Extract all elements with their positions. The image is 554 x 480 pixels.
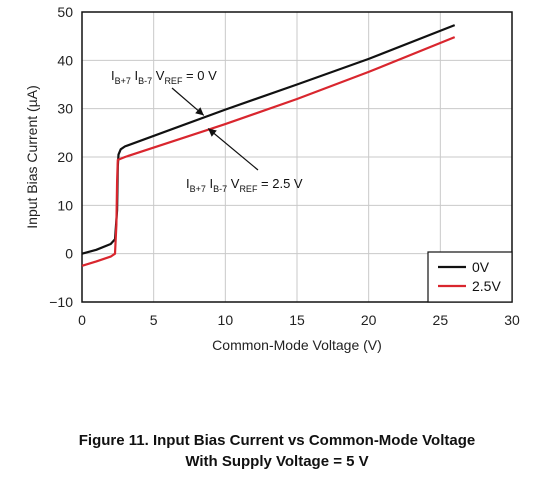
legend-box [427, 251, 513, 303]
figure-caption-line2: With Supply Voltage = 5 V [185, 453, 369, 470]
series-line-2-5v [81, 36, 456, 267]
y-tick-label: 40 [57, 52, 73, 68]
annotation-arrowhead-1 [195, 107, 204, 116]
x-tick-label: 20 [361, 312, 377, 328]
x-tick-label: 5 [150, 312, 158, 328]
figure-caption-line1: Figure 11. Input Bias Current vs Common-… [78, 432, 476, 449]
axis-ticks: 0 5 10 15 20 25 30 −10 0 10 20 30 40 50 [49, 4, 520, 328]
series-line-0v [81, 24, 456, 255]
y-tick-label: 50 [57, 4, 73, 20]
y-tick-label: 20 [57, 149, 73, 165]
x-tick-label: 30 [504, 312, 520, 328]
grid [82, 12, 512, 302]
annotation-arrow-2 [207, 128, 259, 171]
x-tick-label: 10 [218, 312, 234, 328]
y-axis-label: Input Bias Current (µA) [24, 85, 40, 228]
y-tick-label: −10 [49, 294, 73, 310]
series-lines [81, 24, 456, 267]
annotation-label-2: IB+7 IB-7 VREF = 2.5 V [186, 176, 303, 194]
annotations: IB+7 IB-7 VREF = 0 V IB+7 IB-7 VREF = 2.5… [111, 68, 303, 194]
legend-label: 2.5V [472, 278, 501, 294]
y-tick-label: 30 [57, 101, 73, 117]
annotation-arrowhead-2 [208, 128, 217, 137]
bias-current-chart: 0 5 10 15 20 25 30 −10 0 10 20 30 40 50 IB+7 IB-7 VRE… [24, 4, 520, 353]
x-tick-label: 25 [433, 312, 449, 328]
x-tick-label: 15 [289, 312, 305, 328]
x-tick-label: 0 [78, 312, 86, 328]
legend: 0V 2.5V [427, 251, 513, 303]
y-tick-label: 0 [65, 246, 73, 262]
legend-label: 0V [472, 259, 490, 275]
y-tick-label: 10 [57, 197, 73, 213]
plot-frame [81, 11, 513, 303]
annotation-label-1: IB+7 IB-7 VREF = 0 V [111, 68, 217, 86]
x-axis-label: Common-Mode Voltage (V) [212, 337, 382, 353]
